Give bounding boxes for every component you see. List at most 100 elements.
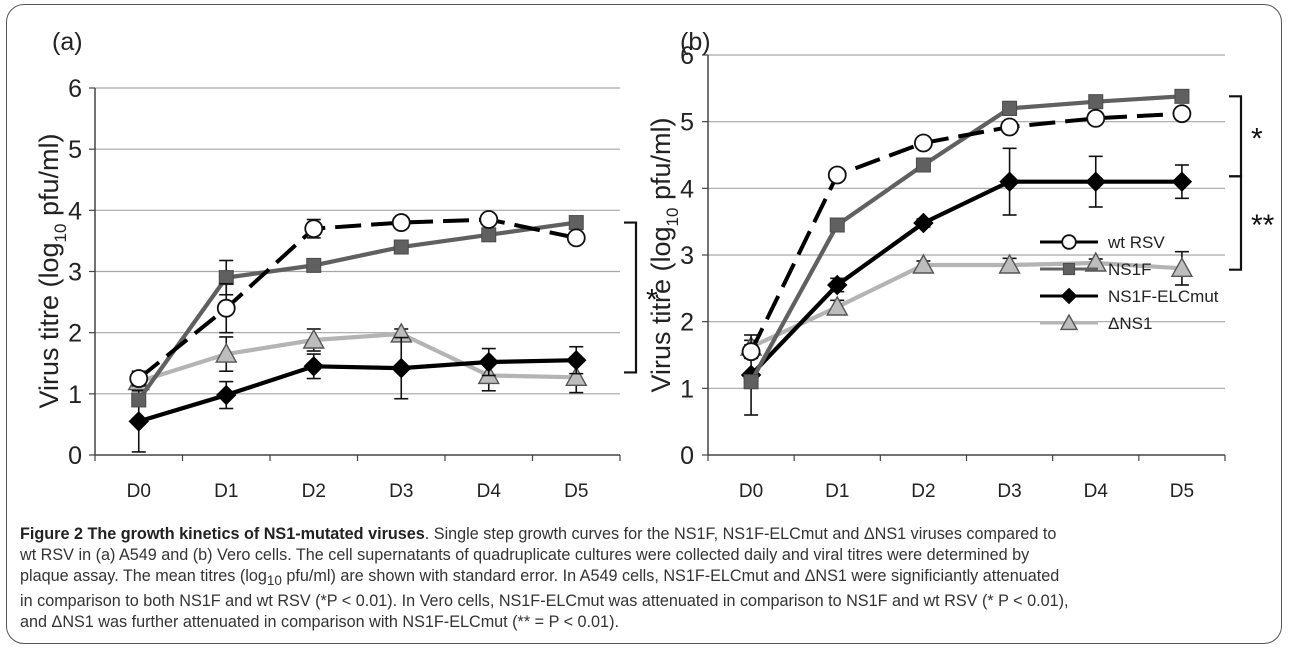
data-point bbox=[478, 351, 499, 373]
legend-label: NS1F-ELCmut bbox=[1108, 287, 1219, 306]
data-point bbox=[306, 257, 322, 273]
data-point bbox=[566, 349, 587, 371]
y-tick-label: 6 bbox=[68, 75, 82, 103]
data-point bbox=[1088, 94, 1104, 110]
y-axis-title: Virus titre (log10 pfu/ml) bbox=[34, 133, 70, 408]
significance-label: ** bbox=[1251, 209, 1275, 242]
panel-label: (a) bbox=[52, 28, 83, 56]
data-point bbox=[915, 157, 931, 173]
x-tick-label: D1 bbox=[214, 481, 238, 502]
data-point bbox=[215, 342, 238, 363]
data-point bbox=[565, 365, 588, 387]
data-point bbox=[131, 392, 147, 408]
series-ns1f bbox=[131, 215, 584, 408]
caption-line-4: in comparison to both NS1F and wt RSV (*… bbox=[20, 592, 1069, 611]
significance-label: * bbox=[1251, 122, 1263, 155]
y-tick-label: 2 bbox=[680, 309, 694, 337]
series-wt-rsv bbox=[741, 104, 1192, 362]
y-axis-title-tail: pfu/ml) bbox=[34, 133, 64, 223]
legend: wt RSV NS1F NS1F-ELCmut ΔNS1 bbox=[1040, 233, 1219, 333]
caption-title: Figure 2 The growth kinetics of NS1-muta… bbox=[20, 525, 425, 543]
series-line bbox=[749, 111, 1183, 353]
legend-swatch-marker bbox=[1062, 262, 1076, 276]
series-ns1f-elcmut bbox=[128, 336, 587, 453]
legend-label: wt RSV bbox=[1107, 233, 1165, 252]
data-point bbox=[1084, 251, 1107, 272]
data-point bbox=[1002, 100, 1018, 116]
y-tick-label: 3 bbox=[680, 242, 694, 270]
legend-swatch-marker bbox=[1059, 313, 1079, 331]
data-point bbox=[304, 219, 324, 239]
significance-bracket bbox=[624, 221, 638, 374]
data-point bbox=[216, 298, 236, 318]
x-tick-label: D0 bbox=[739, 481, 763, 502]
significance-label: * bbox=[646, 283, 658, 316]
y-tick-label: 3 bbox=[68, 259, 82, 287]
data-point bbox=[999, 171, 1020, 192]
data-point bbox=[743, 374, 759, 390]
data-point bbox=[481, 227, 497, 243]
series-ns1f-elcmut bbox=[740, 147, 1193, 416]
series--ns1 bbox=[127, 322, 588, 394]
significance-bracket bbox=[1229, 175, 1243, 271]
x-tick-label: D1 bbox=[825, 481, 849, 502]
data-point bbox=[1170, 256, 1194, 278]
series-line bbox=[138, 331, 577, 384]
data-point bbox=[218, 270, 234, 286]
data-point bbox=[1172, 104, 1192, 124]
data-point bbox=[826, 295, 849, 316]
data-point bbox=[303, 356, 324, 377]
data-point bbox=[1174, 88, 1190, 104]
x-tick-label: D5 bbox=[564, 481, 588, 502]
figure-frame bbox=[6, 4, 1282, 644]
data-point bbox=[1171, 171, 1193, 192]
caption-line-3-sub: 10 bbox=[266, 573, 282, 589]
y-tick-label: 4 bbox=[68, 197, 82, 225]
legend-label: NS1F bbox=[1108, 260, 1151, 279]
y-axis-title-tail: pfu/ml) bbox=[646, 117, 676, 207]
data-point bbox=[914, 133, 933, 153]
data-point bbox=[391, 357, 412, 379]
y-tick-label: 5 bbox=[680, 109, 694, 137]
y-tick-label: 2 bbox=[68, 320, 82, 348]
data-point bbox=[998, 253, 1021, 274]
caption-line-2: wt RSV in (a) A549 and (b) Vero cells. T… bbox=[20, 546, 1030, 564]
y-axis-title-sub: 10 bbox=[51, 224, 70, 243]
caption-line-1: . Single step growth curves for the NS1F… bbox=[424, 525, 1057, 543]
data-point bbox=[1000, 117, 1019, 137]
data-point bbox=[913, 212, 934, 234]
series-line bbox=[137, 220, 577, 402]
data-point bbox=[1086, 108, 1106, 128]
data-point bbox=[829, 217, 845, 233]
x-tick-label: D0 bbox=[127, 481, 151, 502]
series-line bbox=[138, 358, 577, 424]
y-axis-title-sub: 10 bbox=[663, 208, 682, 227]
x-tick-label: D4 bbox=[1084, 481, 1109, 502]
data-point bbox=[1085, 171, 1106, 192]
y-tick-label: 0 bbox=[680, 442, 694, 470]
data-point bbox=[568, 215, 584, 231]
y-tick-label: 1 bbox=[680, 375, 694, 403]
legend-swatch-marker bbox=[1060, 287, 1078, 305]
y-tick-label: 4 bbox=[680, 175, 694, 203]
data-point bbox=[302, 328, 325, 349]
data-point bbox=[479, 210, 499, 229]
data-point bbox=[216, 384, 237, 406]
caption-line-3a: plaque assay. The mean titres (log bbox=[20, 567, 267, 585]
y-tick-label: 0 bbox=[68, 442, 82, 470]
caption-line-5: and ΔNS1 was further attenuated in compa… bbox=[20, 613, 619, 632]
y-tick-label: 5 bbox=[68, 136, 82, 164]
series-wt-rsv bbox=[129, 210, 586, 388]
y-axis-title-main: Virus titre (log bbox=[34, 242, 64, 408]
data-point bbox=[566, 228, 586, 248]
data-point bbox=[128, 411, 149, 432]
x-tick-label: D3 bbox=[389, 481, 413, 502]
x-tick-label: D2 bbox=[302, 481, 326, 502]
data-point bbox=[827, 165, 847, 185]
significance-bracket bbox=[1229, 95, 1243, 178]
figure-caption: Figure 2 The growth kinetics of NS1-muta… bbox=[20, 524, 1270, 633]
y-axis-title-main: Virus titre (log bbox=[646, 226, 676, 392]
data-point bbox=[741, 342, 761, 362]
data-point bbox=[912, 253, 935, 274]
